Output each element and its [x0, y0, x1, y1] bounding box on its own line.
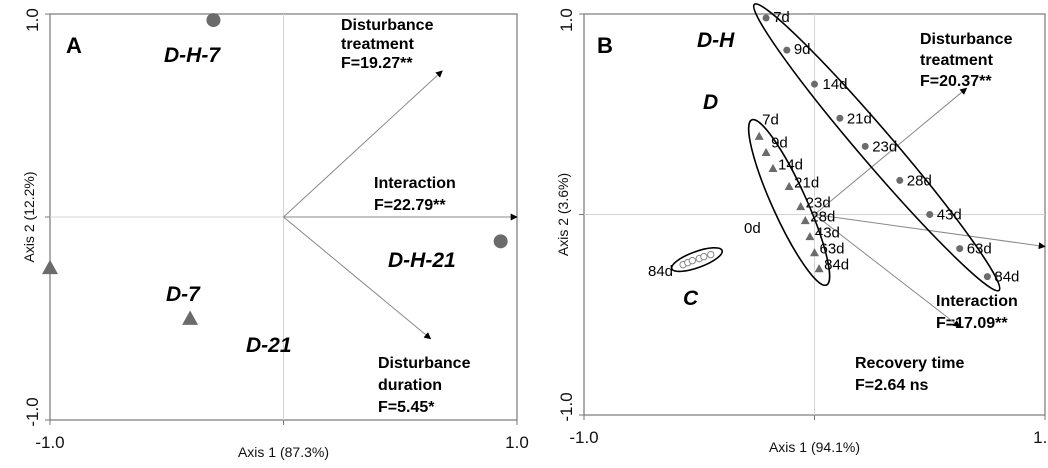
group-label: C [683, 287, 699, 310]
y-tick-label: 1.0 [23, 8, 42, 32]
vector-arrow [814, 214, 961, 328]
point-label: 14d [823, 76, 848, 93]
point-label: 43d [815, 225, 840, 242]
vector-arrow [814, 87, 968, 215]
point-label: D-H-7 [164, 44, 221, 67]
data-point [956, 245, 964, 253]
panel-label: B [597, 33, 613, 58]
point-label: 63d [820, 241, 845, 258]
y-axis-label: Axis 2 (3.6%) [555, 173, 571, 256]
point-label: 9d [794, 41, 811, 58]
group-label: D [703, 91, 718, 114]
point-label: 84d [648, 263, 673, 280]
data-point [768, 163, 778, 172]
y-tick-label: -1.0 [23, 397, 42, 426]
data-point [700, 252, 708, 261]
x-tick-label: -1.0 [35, 433, 64, 452]
data-point [896, 176, 904, 184]
group-ellipse [670, 247, 724, 273]
point-label: 84d [824, 257, 849, 274]
point-label: D-7 [166, 283, 201, 306]
vector-arrow [283, 216, 432, 340]
vector-arrow [283, 70, 443, 218]
data-point [182, 310, 199, 325]
x-axis-label: Axis 1 (87.3%) [238, 444, 329, 460]
data-point [783, 46, 791, 54]
point-label: D-21 [246, 334, 292, 357]
vector-label: Disturbance [920, 31, 1013, 48]
data-point [688, 256, 697, 265]
data-point [926, 211, 934, 218]
data-point [814, 264, 824, 273]
data-point [800, 216, 810, 225]
point-label: 28d [907, 172, 932, 189]
data-point [810, 248, 819, 257]
point-label: 0d [744, 220, 761, 237]
point-label: 63d [967, 241, 992, 258]
y-tick-label: 1.0 [557, 8, 576, 32]
data-point [784, 181, 794, 191]
data-point [754, 131, 764, 140]
point-label: 21d [847, 110, 872, 127]
vector-label: F=19.27** [341, 55, 413, 72]
data-point [811, 80, 818, 88]
data-point [796, 201, 806, 211]
vector-label: Interaction [936, 293, 1018, 310]
vector-label: F=17.09** [936, 315, 1008, 332]
data-point [983, 273, 991, 281]
point-label: 9d [771, 134, 788, 151]
panel-a: -1.0 1.0 1.0 -1.0 Axis 1 (87.3%) Axis 2 (12.2… [21, 8, 529, 460]
y-axis-label: Axis 2 (12.2%) [21, 171, 37, 262]
data-point [805, 232, 815, 241]
group-ellipse [747, 118, 831, 287]
vector-label: Recovery time [855, 355, 964, 372]
vector-label: Interaction [374, 175, 456, 192]
data-point [707, 250, 715, 259]
vector-label: F=22.79** [374, 197, 446, 214]
point-label: 43d [937, 207, 962, 224]
data-point [861, 142, 869, 150]
vector-label: F=2.64 ns [855, 377, 928, 394]
point-label: 7d [762, 111, 779, 128]
data-point [762, 14, 770, 22]
data-point [761, 147, 771, 156]
data-point [493, 234, 508, 249]
data-point [836, 114, 844, 122]
point-label: 7d [773, 9, 790, 26]
x-tick-label: 1.0 [1033, 428, 1048, 447]
vector-label: F=5.45* [378, 399, 435, 416]
x-tick-label: -1.0 [569, 428, 598, 447]
point-label: 23d [806, 194, 831, 211]
data-point [42, 259, 58, 275]
x-axis-label: Axis 1 (94.1%) [769, 439, 860, 455]
data-point [206, 13, 221, 28]
point-label: 14d [778, 156, 803, 173]
vector-label: treatment [341, 36, 415, 53]
point-label: D-H-21 [388, 249, 456, 272]
vector-label: F=20.37** [920, 73, 992, 90]
group-ellipse [752, 3, 1001, 292]
point-label: 28d [810, 209, 835, 226]
point-label: 23d [872, 138, 897, 155]
vector-label: Disturbance [341, 17, 434, 34]
vector-label: treatment [920, 52, 994, 69]
vector-label: Disturbance [378, 355, 471, 372]
vector-label: duration [378, 377, 442, 394]
panel-b: -1.0 1.0 1.0 -1.0 Axis 1 (94.1%) Axis 2 (3.6%… [555, 3, 1048, 455]
group-label: D-H [697, 29, 735, 52]
x-tick-label: 1.0 [505, 433, 529, 452]
panel-label: A [66, 33, 82, 58]
point-label: 21d [794, 174, 819, 191]
y-tick-label: -1.0 [557, 392, 576, 421]
point-label: 84d [994, 269, 1019, 286]
